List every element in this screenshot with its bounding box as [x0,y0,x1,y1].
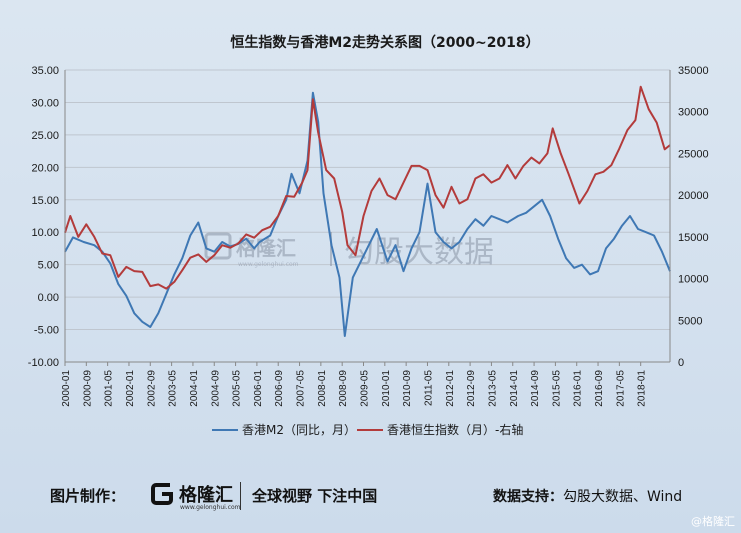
x-tick-label: 2006-01 [253,370,264,407]
x-tick-label: 2015-05 [551,370,562,407]
y-right-tick-label: 0 [678,357,684,369]
legend-hsi-label: 香港恒生指数（月）-右轴 [387,422,523,437]
x-tick-label: 2008-09 [338,370,349,407]
x-tick-label: 2014-09 [530,370,541,407]
footer: 图片制作： 格隆汇 www.gelonghui.com 全球视野 下注中国 数据… [0,470,741,533]
y-left-tick-label: 0.00 [38,292,59,304]
series-lines [64,85,671,337]
watermark-divider [330,232,332,266]
x-tick-label: 2012-01 [445,370,456,407]
x-tick-label: 2002-01 [125,370,136,407]
x-tick-label: 2002-09 [146,370,157,407]
legend: 香港M2（同比，月） 香港恒生指数（月）-右轴 [212,422,523,437]
y-left-tick-label: 30.00 [31,97,59,109]
x-tick-label: 2010-01 [381,370,392,407]
x-tick-label: 2016-09 [594,370,605,407]
watermark: 格隆汇 www.gelonghui.com 勾股大数据 [204,232,494,270]
y-right-tick-label: 15000 [678,232,709,244]
x-tick-label: 2011-05 [423,370,434,406]
x-tick-label: 2001-05 [104,370,115,407]
y-left-tick-label: 25.00 [31,130,59,142]
brand-divider [240,482,241,510]
x-tick-label: 2017-05 [615,370,626,407]
y-right-tick-label: 25000 [678,148,709,160]
chart: 恒生指数与香港M2走势关系图（2000~2018） 格隆汇 www.gelong… [28,34,709,437]
legend-m2-label: 香港M2（同比，月） [242,423,356,437]
m2-series-line [64,91,671,337]
y-right-tick-label: 5000 [678,315,702,327]
y-left-tick-label: 10.00 [31,227,59,239]
x-tick-label: 2018-01 [637,370,648,407]
corner-watermark: @格隆汇 [691,515,735,528]
chart-title: 恒生指数与香港M2走势关系图（2000~2018） [230,34,539,51]
watermark-data: 勾股大数据 [344,235,494,270]
brand-name: 格隆汇 [179,485,233,506]
x-tick-label: 2000-09 [82,370,93,407]
axes: -10.00 -5.00 0.00 5.00 10.00 15.00 20.00 25.00 3… [28,65,709,407]
x-tick-label: 2004-09 [210,370,221,407]
x-tick-label: 2013-05 [487,370,498,407]
y-left-tick-label: 5.00 [38,260,59,272]
x-tick-label: 2000-01 [61,370,72,407]
y-left-tick-label: -10.00 [28,357,59,369]
y-right-tick-label: 30000 [678,107,709,119]
slogan: 全球视野 下注中国 [252,487,378,505]
x-tick-label: 2004-01 [189,370,200,407]
x-tick-label: 2005-05 [232,370,243,407]
x-tick-label: 2012-09 [466,370,477,407]
x-tick-label: 2010-09 [402,370,413,407]
x-tick-label: 2016-01 [573,370,584,407]
y-left-tick-label: 20.00 [31,162,59,174]
data-source: 数据支持：勾股大数据、Wind [493,486,682,506]
hsi-series-line [64,85,671,290]
brand-url: www.gelonghui.com [180,504,241,511]
x-tick-label: 2006-09 [274,370,285,407]
y-right-tick-label: 35000 [678,65,709,77]
x-tick-label: 2007-05 [296,370,307,407]
y-left-tick-label: -5.00 [34,325,59,337]
y-right-tick-label: 10000 [678,274,709,286]
x-tick-label: 2008-01 [317,370,328,407]
y-left-tick-label: 15.00 [31,195,59,207]
source-value: 勾股大数据、Wind [563,489,683,505]
x-tick-label: 2014-01 [509,370,520,407]
footer-label: 图片制作： [50,487,126,505]
y-left-tick-label: 35.00 [31,65,59,77]
x-tick-label: 2003-05 [168,370,179,407]
watermark-url: www.gelonghui.com [238,261,299,268]
x-tick-label: 2009-05 [360,370,371,407]
y-right-tick-label: 20000 [678,190,709,202]
brand-logo-icon [151,483,173,505]
source-label: 数据支持： [493,489,563,505]
